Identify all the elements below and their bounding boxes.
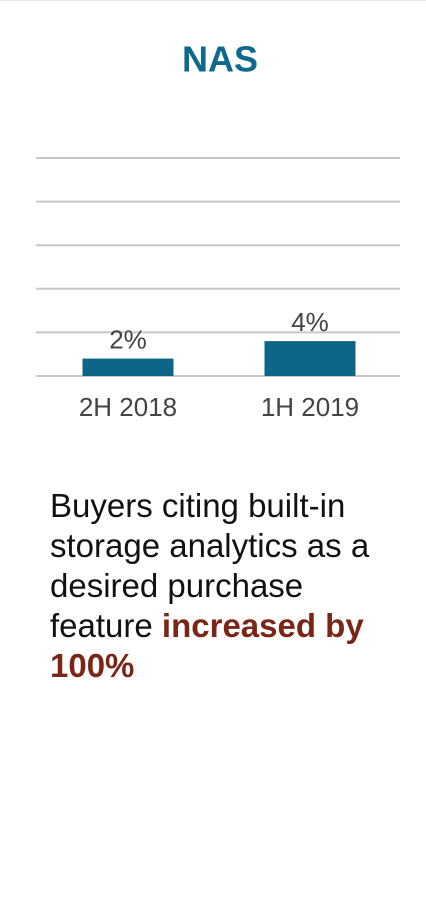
value-label: 4% [291,307,329,337]
x-tick-label: 1H 2019 [261,392,359,422]
caption-highlight: increased by 100% [50,607,364,684]
x-tick-label: 2H 2018 [79,392,177,422]
caption-text: Buyers citing built-in storage analytics… [50,487,370,644]
value-label: 2% [109,324,147,354]
caption: Buyers citing built-in storage analytics… [50,486,395,686]
bar [82,358,174,376]
bar [264,341,356,376]
chart-title: NAS [182,39,258,80]
